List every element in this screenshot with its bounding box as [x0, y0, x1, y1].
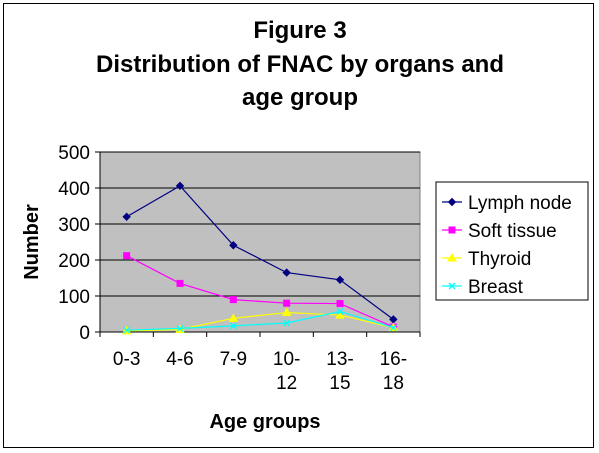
- data-point-thyroid: [228, 313, 239, 322]
- data-point-thyroid: [281, 307, 292, 317]
- legend-entry-soft-tissue: Soft tissue: [442, 221, 557, 242]
- chart-title-line-1: Figure 3: [253, 17, 346, 44]
- y-axis-ticks: 0 100 200 300 400 500: [58, 143, 100, 344]
- x-tick-label: 4-6: [166, 349, 193, 370]
- legend-label: Breast: [468, 277, 524, 298]
- plot-area: [99, 151, 421, 333]
- marker-stroke: [229, 322, 237, 330]
- series-lymph-node: [122, 181, 398, 324]
- data-point-breast: [123, 326, 131, 334]
- x-tick-label: 15: [329, 373, 350, 394]
- data-point-soft-tissue: [229, 296, 237, 304]
- x-tick-label: 0-3: [113, 349, 140, 370]
- series-breast: [123, 308, 397, 334]
- legend-entry-breast: Breast: [442, 277, 524, 298]
- marker-stroke: [176, 324, 184, 332]
- data-point-breast: [336, 308, 344, 315]
- gridlines: [100, 151, 420, 297]
- marker-stroke: [336, 308, 344, 315]
- data-point-breast: [283, 319, 291, 327]
- legend-entry-lymph-node: Lymph node: [442, 193, 572, 214]
- legend-entry-thyroid: Thyroid: [442, 249, 531, 270]
- data-point-lymph-node: [175, 181, 185, 191]
- y-tick-label: 500: [58, 143, 90, 164]
- series-line-lymph-node: [126, 185, 394, 320]
- legend-label: Lymph node: [468, 193, 572, 214]
- data-point-breast: [389, 324, 397, 332]
- data-point-soft-tissue: [336, 300, 344, 308]
- series-line-soft-tissue: [126, 255, 394, 328]
- data-point-lymph-node: [122, 212, 131, 222]
- x-tick-label: 18: [383, 373, 404, 394]
- y-tick-label: 100: [58, 287, 90, 308]
- series-layer: [121, 181, 399, 335]
- data-point-lymph-node: [335, 275, 345, 285]
- x-axis-ticks: 0-3 4-6 7-9 10- 12 13- 15 16- 18: [99, 332, 421, 394]
- data-point-lymph-node: [282, 268, 291, 277]
- legend-marker: [448, 282, 456, 290]
- marker-stroke: [123, 326, 131, 334]
- legend: Lymph node Soft tissue Thyroid Breast: [435, 181, 589, 301]
- marker-stroke: [283, 319, 291, 327]
- x-tick-label: 10-: [273, 349, 300, 370]
- x-axis-label: Age groups: [209, 411, 320, 433]
- legend-label: Soft tissue: [468, 221, 557, 242]
- x-tick-label: 7-9: [220, 349, 247, 370]
- y-tick-label: 300: [58, 215, 90, 236]
- x-tick-label: 12: [276, 373, 297, 394]
- chart-title-line-3: age group: [242, 84, 358, 111]
- data-point-breast: [176, 324, 184, 332]
- series-line-breast: [126, 310, 394, 331]
- data-point-soft-tissue: [283, 299, 291, 307]
- legend-marker: [447, 252, 457, 262]
- legend-label: Thyroid: [468, 249, 531, 270]
- legend-marker: [447, 197, 457, 207]
- data-point-soft-tissue: [123, 252, 131, 260]
- series-line-thyroid: [126, 311, 394, 332]
- x-tick-label: 13-: [326, 349, 353, 370]
- chart-title-line-2: Distribution of FNAC by organs and: [96, 51, 504, 78]
- y-tick-label: 200: [58, 251, 90, 272]
- marker-stroke: [389, 324, 397, 332]
- x-tick-label: 16-: [380, 349, 407, 370]
- data-point-lymph-node: [229, 241, 238, 250]
- data-point-soft-tissue: [176, 279, 184, 287]
- data-point-thyroid: [335, 310, 345, 319]
- legend-marker: [448, 226, 456, 234]
- marker-stroke: [448, 282, 456, 290]
- y-tick-label: 0: [79, 323, 90, 344]
- y-axis-label: Number: [21, 204, 43, 280]
- data-point-breast: [229, 322, 237, 330]
- y-tick-label: 400: [58, 179, 90, 200]
